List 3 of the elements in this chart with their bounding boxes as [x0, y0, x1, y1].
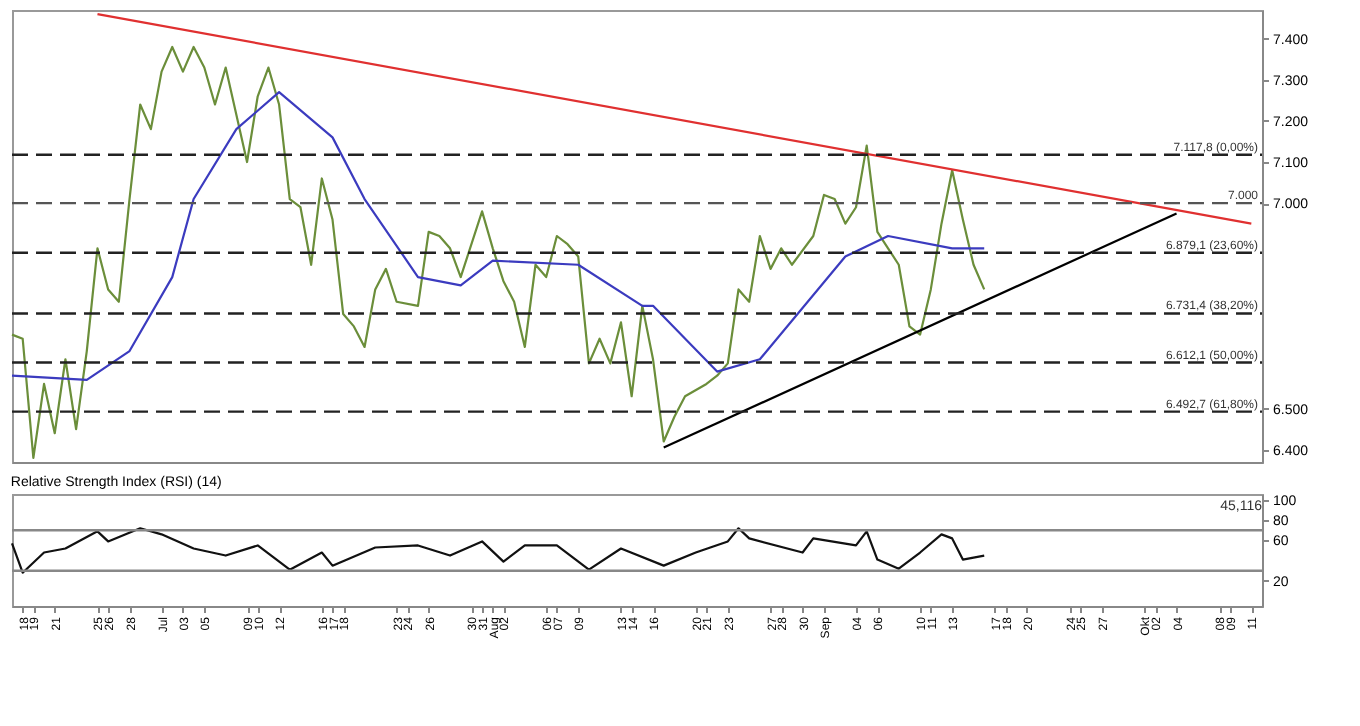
- line-series: [10, 527, 986, 574]
- line-series: [10, 45, 986, 459]
- line-series: [10, 91, 986, 381]
